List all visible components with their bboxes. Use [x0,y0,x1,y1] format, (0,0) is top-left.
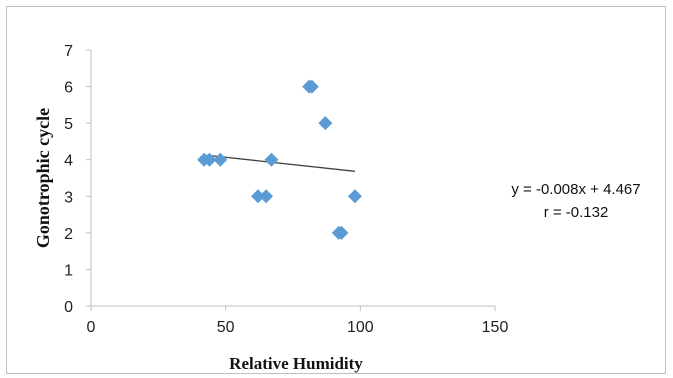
data-point [259,189,274,204]
y-tick-label: 1 [64,262,73,279]
x-axis-title: Relative Humidity [229,354,363,373]
y-tick-label: 0 [64,299,73,316]
axes [90,50,495,307]
data-point [334,225,349,240]
y-ticks: 0 1 2 3 4 5 6 7 [64,43,91,316]
data-point [304,79,319,94]
equation-annotation: y = -0.008x + 4.467 [511,181,640,198]
y-axis-title: Gonotrophic cycle [33,108,53,248]
chart-frame [6,6,666,374]
correlation-annotation: r = -0.132 [544,204,609,221]
trendline-group [206,154,356,172]
data-point [202,152,217,167]
data-point [264,152,279,167]
x-ticks: 0 50 100 150 [87,306,509,336]
data-point [318,116,333,131]
y-tick-label: 7 [64,43,73,60]
y-tick-label: 2 [64,226,73,243]
y-tick-label: 6 [64,80,73,97]
data-point [213,152,228,167]
data-point [347,189,362,204]
y-tick-label: 4 [64,153,73,170]
x-tick-label: 50 [217,319,235,336]
y-tick-label: 3 [64,189,73,206]
x-tick-label: 100 [347,319,374,336]
x-tick-label: 0 [87,319,96,336]
y-tick-label: 5 [64,116,73,133]
trendline [206,154,356,172]
data-points [197,79,362,240]
x-tick-label: 150 [482,319,509,336]
data-point [250,189,265,204]
